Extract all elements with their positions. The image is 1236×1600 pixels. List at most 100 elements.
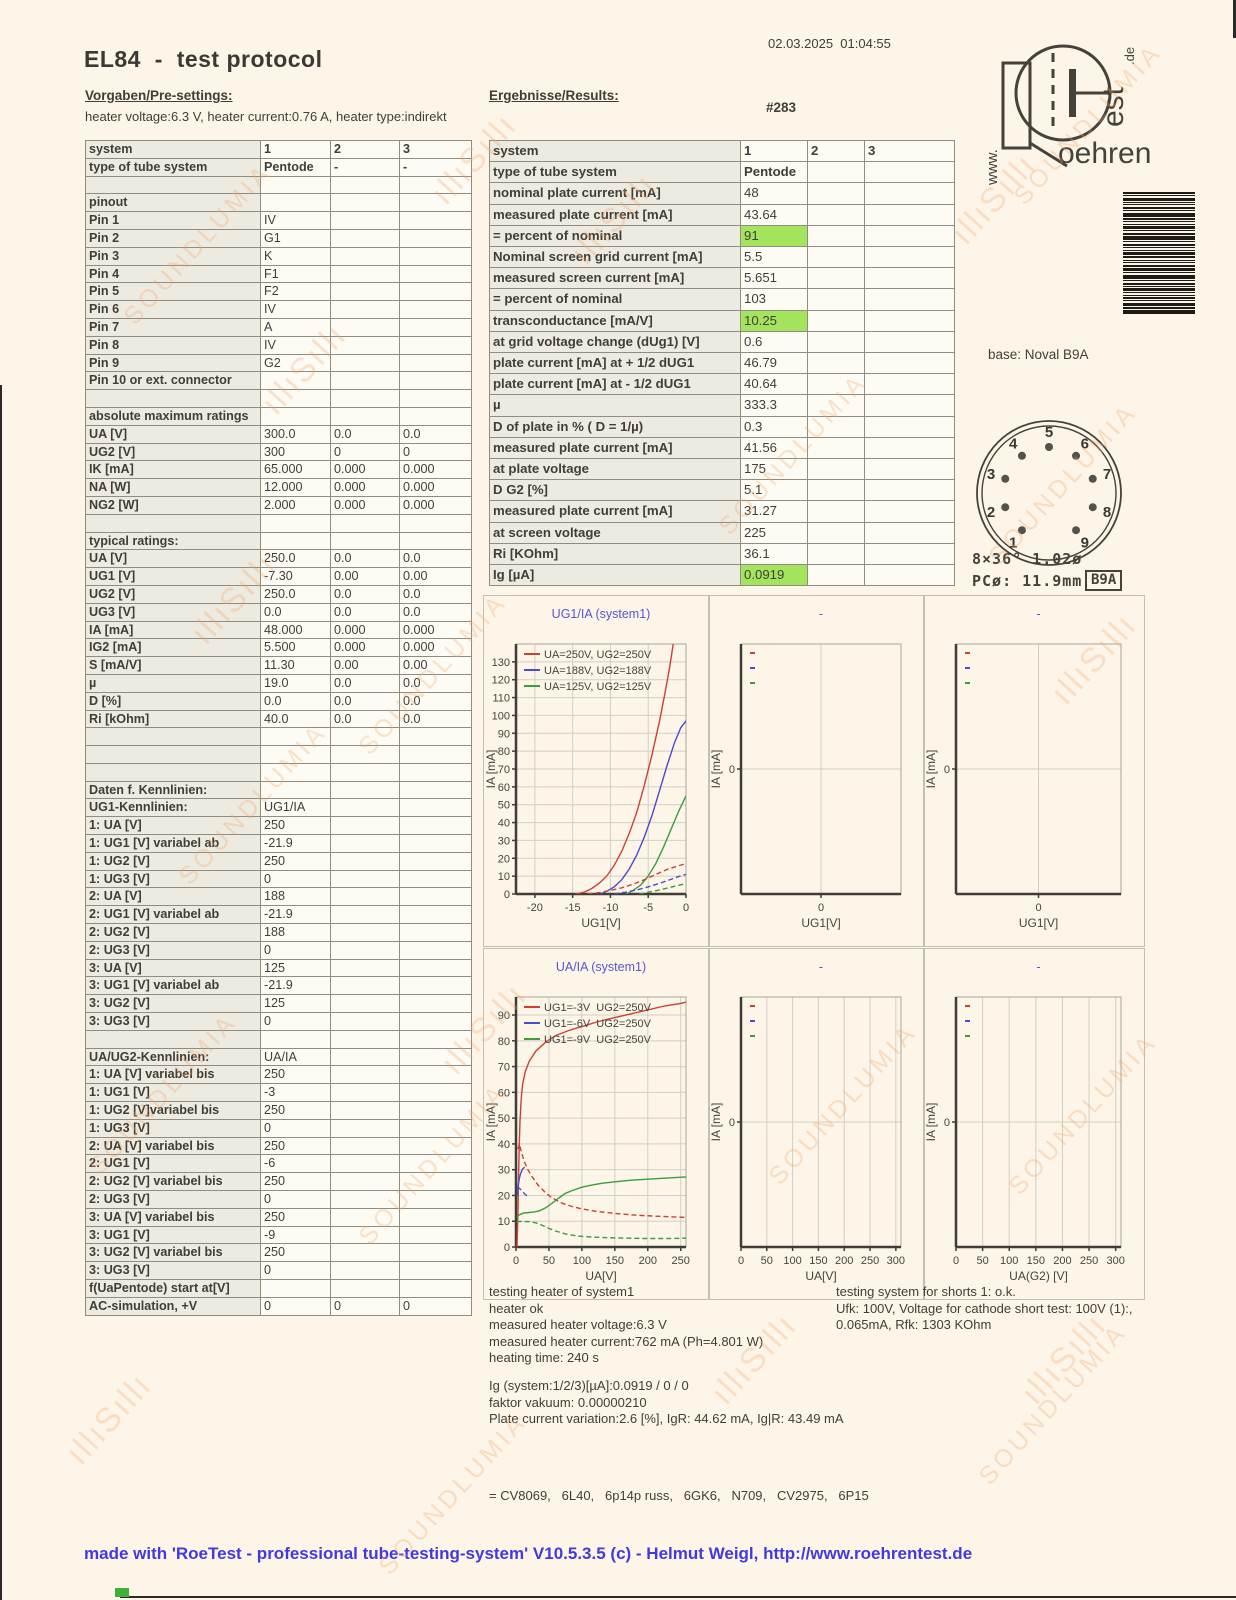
pin-label: 5 bbox=[1045, 424, 1053, 441]
value-cell bbox=[864, 288, 955, 311]
value-cell bbox=[260, 727, 331, 747]
chart-title: - bbox=[819, 960, 823, 974]
y-axis-label: IA [mA] bbox=[709, 750, 723, 789]
row-label-cell: absolute maximum ratings bbox=[85, 406, 261, 426]
value-cell bbox=[330, 1012, 400, 1031]
logo-tube-circle bbox=[1014, 44, 1112, 142]
table-row: typical ratings: bbox=[85, 531, 472, 551]
page-title: EL84 - test protocol bbox=[84, 46, 323, 72]
value-cell: 0.000 bbox=[399, 495, 472, 515]
table-row: 2: UA [V] 188 bbox=[85, 887, 472, 907]
value-cell bbox=[807, 564, 865, 587]
value-cell bbox=[330, 300, 400, 319]
value-cell bbox=[399, 869, 472, 889]
x-axis-label: UA(G2) [V] bbox=[1009, 1269, 1068, 1283]
pin-dot bbox=[1088, 474, 1097, 483]
value-cell bbox=[807, 394, 865, 417]
value-cell bbox=[399, 1207, 472, 1227]
value-cell: 0.0 bbox=[399, 424, 472, 444]
value-cell bbox=[330, 1261, 400, 1280]
table-row bbox=[85, 389, 472, 408]
table-row: 2: UG3 [V] 0 bbox=[85, 1190, 472, 1209]
row-label-cell: IK [mA] bbox=[85, 460, 261, 480]
x-tick-label: 200 bbox=[639, 1255, 657, 1267]
row-label-cell: 3: UG2 [V] variabel bis bbox=[85, 1243, 261, 1263]
value-cell: Pentode bbox=[260, 157, 331, 177]
value-cell bbox=[399, 317, 472, 337]
table-row: D G2 [%] 5.1 bbox=[489, 479, 955, 502]
value-cell: F1 bbox=[260, 264, 331, 284]
value-cell bbox=[807, 415, 865, 438]
value-cell bbox=[330, 282, 400, 302]
row-label-cell: pinout bbox=[85, 193, 261, 213]
value-cell bbox=[399, 353, 472, 373]
x-tick-label: -20 bbox=[527, 902, 543, 914]
value-cell bbox=[399, 282, 472, 302]
value-cell bbox=[330, 1118, 400, 1138]
value-cell bbox=[260, 193, 331, 213]
table-row: Ri [kOhm] 40.0 0.0 0.0 bbox=[85, 709, 472, 729]
value-cell bbox=[260, 406, 331, 426]
value-cell: 2.000 bbox=[260, 495, 331, 515]
table-row: 3: UA [V] variabel bis 250 bbox=[85, 1207, 472, 1227]
roetest-logo: oehren www. est .de bbox=[984, 44, 1150, 185]
value-cell bbox=[399, 300, 472, 319]
chart-series-line bbox=[516, 1001, 686, 1247]
value-cell: 0 bbox=[260, 1118, 331, 1138]
row-label-cell: f(UaPentode) start at[V] bbox=[85, 1279, 261, 1298]
row-label-cell: 1: UG2 [V] bbox=[85, 851, 261, 871]
x-tick-label: -10 bbox=[602, 902, 618, 914]
chart-empty-5: 0 50 100 150 200 250 300 0 - UA[V] IA [mA] bbox=[708, 948, 925, 1300]
legend-dot bbox=[965, 1020, 970, 1022]
value-cell bbox=[330, 406, 400, 426]
value-cell bbox=[330, 1207, 400, 1227]
value-cell: 2 bbox=[807, 139, 865, 163]
value-cell bbox=[399, 905, 472, 925]
value-cell bbox=[399, 780, 472, 800]
y-tick-label: 50 bbox=[498, 1113, 510, 1125]
row-label-cell: transconductance [mA/V] bbox=[489, 309, 741, 332]
row-label-cell: NG2 [W] bbox=[85, 495, 261, 515]
value-cell: 0.000 bbox=[330, 638, 400, 658]
value-cell bbox=[399, 727, 472, 747]
value-cell: 250 bbox=[260, 1207, 331, 1227]
row-label-cell: µ bbox=[489, 394, 741, 417]
table-row: NG2 [W] 2.000 0.000 0.000 bbox=[85, 495, 472, 515]
value-cell bbox=[399, 745, 472, 764]
chart-series-line bbox=[599, 720, 686, 894]
y-axis-label: IA [mA] bbox=[484, 1103, 498, 1142]
pin-label: 7 bbox=[1103, 466, 1111, 483]
value-cell: -21.9 bbox=[260, 834, 331, 853]
scan-edge-topright bbox=[1233, 0, 1236, 38]
value-cell bbox=[330, 816, 400, 836]
value-cell bbox=[864, 479, 955, 502]
value-cell bbox=[330, 1083, 400, 1103]
pin-dot bbox=[1072, 451, 1081, 460]
row-label-cell: 2: UG3 [V] bbox=[85, 1190, 261, 1209]
x-tick-label: 0 bbox=[1035, 902, 1041, 914]
value-cell: 0 bbox=[399, 1296, 472, 1316]
value-cell bbox=[864, 373, 955, 396]
row-label-cell bbox=[85, 745, 261, 764]
value-cell bbox=[399, 531, 472, 551]
pin-label: 2 bbox=[987, 504, 995, 521]
value-cell bbox=[864, 521, 955, 544]
table-row: 2: UG3 [V] 0 bbox=[85, 940, 472, 960]
value-cell: 5.1 bbox=[740, 479, 808, 502]
value-cell: 250.0 bbox=[260, 549, 331, 569]
value-cell: 10.25 bbox=[740, 309, 808, 332]
note-line: faktor vakuum: 0.00000210 bbox=[489, 1394, 647, 1410]
x-tick-label: 200 bbox=[1053, 1255, 1071, 1267]
value-cell bbox=[330, 1190, 400, 1209]
value-cell bbox=[330, 211, 400, 230]
row-label-cell: at plate voltage bbox=[489, 458, 741, 481]
row-label-cell: 2: UG1 [V] bbox=[85, 1154, 261, 1174]
table-row: 3: UG1 [V] -9 bbox=[85, 1225, 472, 1245]
value-cell bbox=[399, 762, 472, 782]
row-label-cell: at screen voltage bbox=[489, 521, 741, 544]
table-row: = percent of nominal 103 bbox=[489, 288, 955, 311]
value-cell: 12.000 bbox=[260, 478, 331, 497]
value-cell bbox=[399, 264, 472, 284]
x-tick-label: 0 bbox=[513, 1255, 519, 1267]
table-row: 1: UG3 [V] 0 bbox=[85, 869, 472, 889]
